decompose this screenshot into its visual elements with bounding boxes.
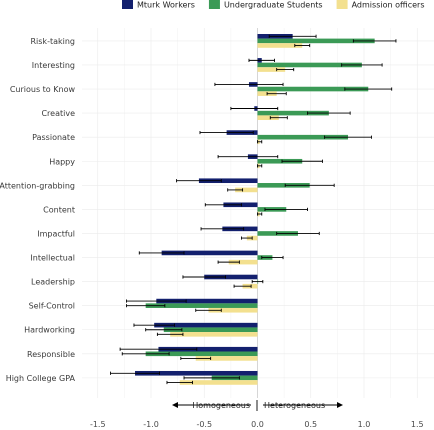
x-tick-label: -1.0 — [143, 420, 159, 429]
bar-2-6 — [257, 158, 303, 164]
bar-1-10 — [161, 250, 258, 256]
x-tick-label: -1.5 — [90, 420, 106, 429]
x-axis-ticks: -1.5 -1.0 -0.5 0.0 0.5 1.0 1.5 — [90, 420, 424, 429]
bar-2-12 — [145, 303, 258, 308]
legend-swatch — [336, 0, 348, 9]
bar-3-13 — [170, 332, 258, 337]
category-label: Self-Control — [29, 302, 75, 311]
category-label: Leadership — [31, 278, 75, 287]
error-bars — [110, 34, 397, 385]
right-arrowhead-icon — [337, 402, 343, 408]
legend-label: Undergraduate Students — [224, 1, 323, 10]
x-tick-label: 0.0 — [251, 420, 264, 429]
bar-1-13 — [154, 322, 258, 328]
bar-2-2 — [257, 62, 362, 68]
legend-swatch — [208, 0, 220, 9]
legend-label: Admission officers — [352, 1, 425, 10]
homogeneous-label: Homogeneous — [192, 401, 250, 410]
legend-swatch — [122, 0, 133, 9]
category-label: Responsible — [27, 350, 75, 359]
category-label: Content — [43, 205, 75, 214]
x-tick-label: 1.0 — [358, 420, 371, 429]
bar-3-7 — [235, 187, 258, 193]
bar-3-2 — [257, 67, 286, 72]
bar-1-12 — [156, 298, 258, 304]
category-label: Interesting — [32, 61, 75, 70]
bar-2-1 — [257, 38, 375, 44]
bar-3-4 — [257, 115, 279, 121]
category-label: Curious to Know — [10, 85, 76, 94]
bar-2-7 — [257, 183, 310, 188]
bar-3-12 — [208, 307, 258, 313]
category-label: Hardworking — [24, 326, 75, 335]
bar-1-7 — [198, 178, 258, 184]
category-label: Passionate — [32, 133, 75, 142]
left-arrowhead-icon — [172, 402, 178, 408]
legend-label: Mturk Workers — [137, 1, 195, 10]
bar-2-4 — [257, 110, 329, 116]
category-label: Risk-taking — [30, 37, 75, 46]
bar-1-14 — [158, 346, 258, 352]
direction-annotation: Homogeneous Heterogeneous — [172, 400, 343, 411]
category-labels: Risk-taking Interesting Curious to Know Cre… — [0, 37, 76, 383]
legend: Mturk Workers Undergraduate Students Admis… — [122, 0, 425, 10]
bar-3-14 — [195, 356, 258, 361]
bar-1-15 — [135, 370, 258, 376]
heterogeneous-label: Heterogeneous — [264, 401, 325, 410]
bar-2-13 — [163, 327, 258, 333]
bar-2-14 — [145, 351, 258, 357]
bar-3-1 — [257, 43, 303, 48]
category-label: Creative — [41, 109, 75, 118]
category-label: Happy — [49, 157, 75, 166]
bar-3-15 — [179, 380, 258, 385]
category-label: Impactful — [37, 229, 75, 238]
category-label: Intellectual — [30, 254, 75, 263]
bar-2-3 — [257, 86, 369, 92]
category-label: Attention-grabbing — [0, 181, 75, 190]
x-tick-label: 0.5 — [304, 420, 317, 429]
x-tick-label: 1.5 — [411, 420, 424, 429]
bar-1-11 — [204, 274, 258, 280]
x-tick-label: -0.5 — [196, 420, 212, 429]
category-label: High College GPA — [6, 374, 76, 383]
bar-3-10 — [228, 259, 258, 265]
bar-2-5 — [257, 134, 349, 140]
